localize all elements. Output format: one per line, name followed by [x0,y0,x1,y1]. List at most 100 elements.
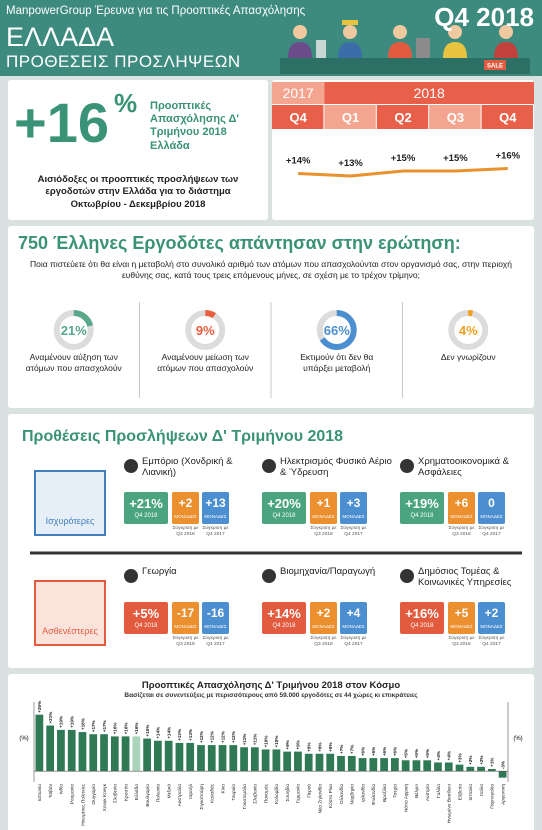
donut-caption: Αναμένουν μείωση των ατόμων που απασχολο… [157,352,254,373]
quarter-tag: Q4 2018 [134,623,158,629]
x-tick-label: Νέα Ζηλανδία [316,784,323,814]
bar [218,745,227,772]
bar [121,736,130,772]
x-tick-label: Αυστρία [425,784,431,801]
counter [280,58,530,74]
bar [423,760,432,772]
sector-name: Δημόσιος Τομέας & Κοινωνικές Υπηρεσίες [418,566,512,589]
value-label: +10% [274,736,279,748]
donut-arc [316,310,357,350]
change-box: +13 ΜΟΝΑΔΕΣ [202,492,229,524]
value-label: +19% [59,716,64,728]
brand: ManpowerGroup Έρευνα για τις Προοπτικές … [6,5,306,17]
bar [391,758,399,772]
outlook-value: +5% [132,606,160,621]
units-label: ΜΟΝΑΔΕΣ [312,624,335,629]
x-tick-label: Νότια Αφρική [402,784,409,812]
units-label: ΜΟΝΑΔΕΣ [342,624,365,629]
y-axis-label: (%) [19,736,28,742]
value-label: +14% [286,156,311,167]
change-box: +5 ΜΟΝΑΔΕΣ [448,602,475,634]
comparison-caption: Σύγκριση με Q4 2017 [202,526,229,537]
x-tick-label: Ρουμανία [70,784,76,804]
comparison-caption: Σύγκριση με Q3 2018 [448,636,475,647]
change-value: +4 [346,606,361,620]
person-head [393,25,407,39]
x-tick-label: Χονγκ Κονγκ [102,783,108,811]
outlook-box: +16% Q4 2018 [400,602,444,634]
value-label: +12% [199,731,204,743]
comparison-caption: Σύγκριση με Q4 2017 [340,526,367,537]
outlook-box: +19% Q4 2018 [400,492,444,524]
outlook-box: +21% Q4 2018 [124,492,168,524]
change-box: +1 ΜΟΝΑΔΕΣ [310,492,337,524]
value-label: +13% [188,729,193,741]
value-label: +17% [102,720,107,732]
value-label: +5% [414,749,419,758]
quarter-label: Q3 [447,110,464,125]
x-tick-label: Βουλγαρία [145,784,151,807]
units-label: ΜΟΝΑΔΕΣ [204,514,227,519]
units-label: ΜΟΝΑΔΕΣ [312,514,335,519]
change-value: +5 [454,606,469,620]
value-label: -3% [500,761,505,769]
value-label: +15% [443,153,468,164]
bar [455,764,464,772]
value-label: +10% [263,736,268,748]
bar [132,736,141,772]
value-label: +8% [328,742,333,751]
value-label: +8% [317,742,322,751]
x-tick-label: Νορβηγία [350,784,356,805]
sector-name: Βιομηχανία/Παραγωγή [280,566,376,577]
comparison-caption: Σύγκριση με Q3 2018 [310,526,337,537]
x-tick-label: Τσεχία [393,784,399,798]
bar [197,745,205,772]
comparison-caption: Σύγκριση με Q3 2018 [448,526,475,537]
sector-icon [124,569,138,583]
units-label: ΜΟΝΑΔΕΣ [480,624,503,629]
change-box: 0 ΜΟΝΑΔΕΣ [478,492,505,524]
quarter-cell [272,105,324,129]
bar [487,768,496,772]
period: Q4 2018 [434,2,534,32]
outlook-value: +16 [14,91,109,154]
x-tick-label: Γερμανία [296,784,302,804]
value-label: +7% [350,745,355,754]
person-body [338,42,362,58]
value-label: +21% [48,712,53,724]
change-box: +3 ΜΟΝΑΔΕΣ [340,492,367,524]
change-box: +4 ΜΟΝΑΔΕΣ [340,602,367,634]
change-value: +2 [484,606,499,620]
x-tick-label: Γουατεμάλα [241,784,248,810]
quarter-cell [324,105,376,129]
outlook-value: +19% [405,496,439,511]
value-label: +5% [425,749,430,758]
bar [498,771,507,778]
sector-icon [262,569,276,583]
year-cell [324,82,534,104]
donut-label: 9% [196,323,215,338]
change-box: +2 ΜΟΝΑΔΕΣ [172,492,199,524]
person-body [494,42,518,58]
value-label: +5% [403,749,408,758]
quarter-tag: Q4 2018 [134,513,158,519]
donut-arc [448,310,489,350]
units-label: ΜΟΝΑΔΕΣ [174,624,197,629]
value-label: +12% [231,731,236,743]
value-label: +11% [242,734,247,746]
change-value: +3 [346,496,361,510]
bar [100,734,108,772]
outlook-box: +20% Q4 2018 [262,492,306,524]
value-label: +4% [436,751,441,760]
x-tick-label: Καναδάς [209,783,216,803]
value-label: +14% [166,727,171,739]
change-box: +6 ΜΟΝΑΔΕΣ [448,492,475,524]
outlook-label: Προοπτικές Απασχόλησης Δ' Τριμήνου 2018 … [150,100,239,152]
x-tick-label: Φινλανδία [371,784,377,806]
register [416,38,430,58]
x-tick-label: Ιρλανδία [360,784,366,802]
value-label: +16% [496,151,521,162]
survey-question: Ποια πιστεύετε ότι θα είναι η μεταβολή σ… [30,259,512,281]
value-label: +7% [339,745,344,754]
